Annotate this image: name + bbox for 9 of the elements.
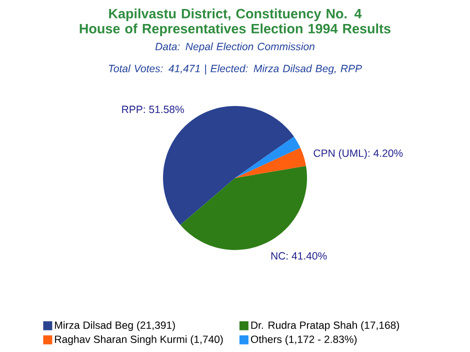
data-label: RPP: 51.58% bbox=[122, 106, 184, 114]
legend-label: Dr. Rudra Pratap Shah (17,168) bbox=[251, 321, 399, 331]
legend-label: Mirza Dilsad Beg (21,391) bbox=[55, 321, 175, 331]
chart-title: Kapilvastu District, Constituency No. 4 House of Representatives Election 1994 Results bbox=[80, 8, 390, 36]
data-label: NC: 41.40% bbox=[271, 252, 327, 260]
legend-label: Others (1,172 - 2.83%) bbox=[250, 335, 357, 346]
legend-label: Raghav Sharan Singh Kurmi (1,740) bbox=[55, 335, 223, 346]
chart-subtitle: Data: Nepal Election Commission Total Votes: 41,471 | Elected: Mirza Dilsad Beg, RPP bbox=[108, 42, 362, 74]
data-label: CPN (UML): 4.20% bbox=[314, 149, 403, 159]
